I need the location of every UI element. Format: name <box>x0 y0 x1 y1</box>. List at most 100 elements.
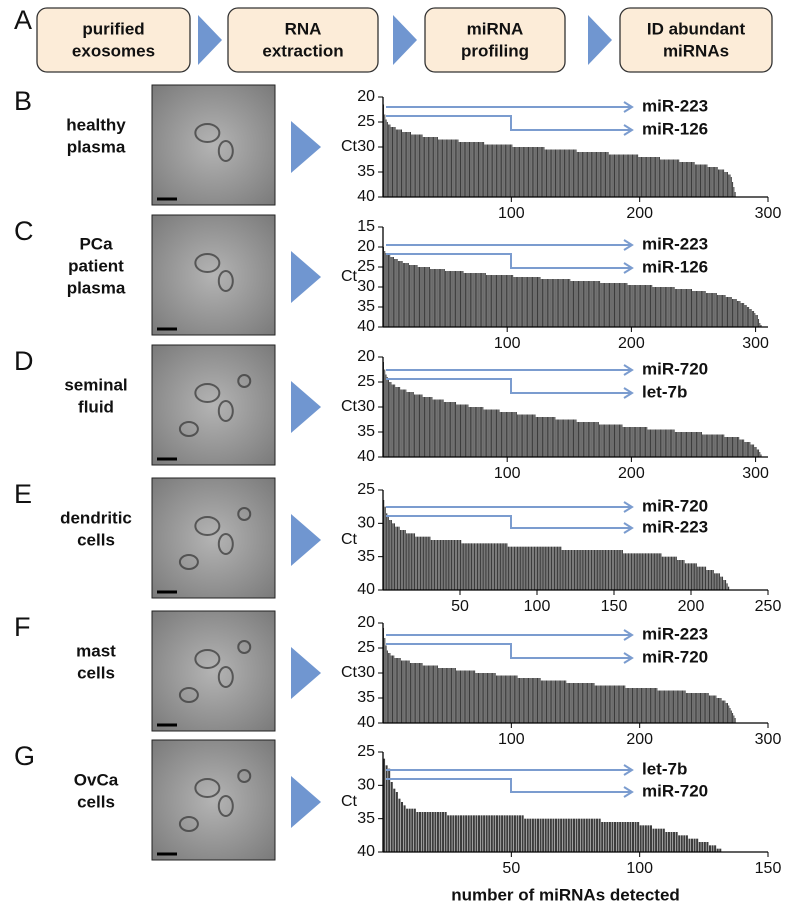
bar <box>425 397 427 457</box>
bar <box>719 169 721 197</box>
bar <box>450 540 452 590</box>
bar <box>559 419 561 457</box>
bar <box>468 142 471 197</box>
bar <box>445 271 447 327</box>
bar <box>621 424 623 457</box>
bar <box>605 152 607 197</box>
bar <box>692 432 694 457</box>
bar <box>723 295 725 327</box>
bar <box>496 275 498 327</box>
bar <box>644 553 647 590</box>
bar <box>594 685 596 723</box>
bar <box>483 409 485 457</box>
bar <box>646 157 648 197</box>
bar <box>743 439 745 457</box>
bar <box>669 287 671 327</box>
y-tick-label: 30 <box>357 515 375 532</box>
bar <box>579 152 581 197</box>
bar <box>530 546 533 590</box>
bar <box>700 432 702 457</box>
bar <box>720 295 722 327</box>
vesicle <box>194 778 221 798</box>
bar <box>435 665 437 723</box>
bar <box>467 815 470 852</box>
bar <box>488 673 490 723</box>
bar <box>402 389 404 457</box>
bar <box>689 563 691 590</box>
bar <box>447 402 449 457</box>
y-tick-label: 40 <box>357 318 375 335</box>
bar <box>533 147 535 197</box>
bar <box>543 147 545 197</box>
bar <box>493 673 495 723</box>
bar <box>519 815 522 852</box>
vesicle <box>194 123 221 143</box>
bar <box>495 815 498 852</box>
bar <box>412 663 414 723</box>
step-text: purified <box>82 19 144 38</box>
bar <box>540 546 542 590</box>
bar <box>611 283 613 327</box>
bar <box>635 285 637 327</box>
vesicle <box>217 533 234 555</box>
bar <box>596 422 598 457</box>
bar <box>575 149 577 197</box>
bar <box>693 432 695 457</box>
bar <box>394 384 396 457</box>
bar <box>401 261 403 327</box>
bar <box>547 818 550 852</box>
panel-letter: A <box>14 5 32 35</box>
bar <box>571 419 573 457</box>
bar <box>575 419 577 457</box>
bar <box>602 685 604 723</box>
bar <box>738 437 740 457</box>
bar <box>679 289 681 327</box>
y-tick-label: 20 <box>357 348 375 365</box>
y-tick-label: 30 <box>357 138 375 155</box>
bar <box>534 414 536 457</box>
bar <box>390 782 393 852</box>
bar <box>642 427 644 457</box>
bar <box>526 147 528 197</box>
bar <box>504 412 506 457</box>
panel-letter: E <box>14 479 32 509</box>
bar <box>647 285 649 327</box>
bar <box>515 412 517 457</box>
bar <box>398 129 400 197</box>
bar <box>734 718 736 723</box>
bar <box>748 307 750 327</box>
bar <box>462 670 464 723</box>
bar <box>466 142 468 197</box>
bar <box>600 283 602 327</box>
bar <box>740 439 742 457</box>
bar <box>404 263 406 327</box>
bar <box>441 540 443 590</box>
bar <box>734 192 736 197</box>
bar <box>435 399 437 457</box>
bar <box>682 289 684 327</box>
bar <box>666 429 668 457</box>
bar <box>694 432 696 457</box>
bar <box>529 147 531 197</box>
bar <box>574 683 576 723</box>
bar <box>522 147 524 197</box>
bar <box>563 279 565 327</box>
bar <box>717 573 719 590</box>
bar <box>662 690 664 723</box>
bar <box>484 673 486 723</box>
bar <box>473 407 475 457</box>
bar <box>543 279 545 327</box>
bar <box>387 255 389 327</box>
bar <box>418 536 420 590</box>
bar <box>598 550 600 590</box>
bar <box>540 279 542 327</box>
bar <box>475 815 478 852</box>
bar <box>498 144 500 197</box>
annotation-arrow <box>386 643 632 659</box>
bar <box>452 668 454 723</box>
bar <box>671 287 673 327</box>
bar <box>405 389 407 457</box>
bar <box>604 424 606 457</box>
y-tick-label: 35 <box>357 163 375 180</box>
bar <box>434 665 436 723</box>
